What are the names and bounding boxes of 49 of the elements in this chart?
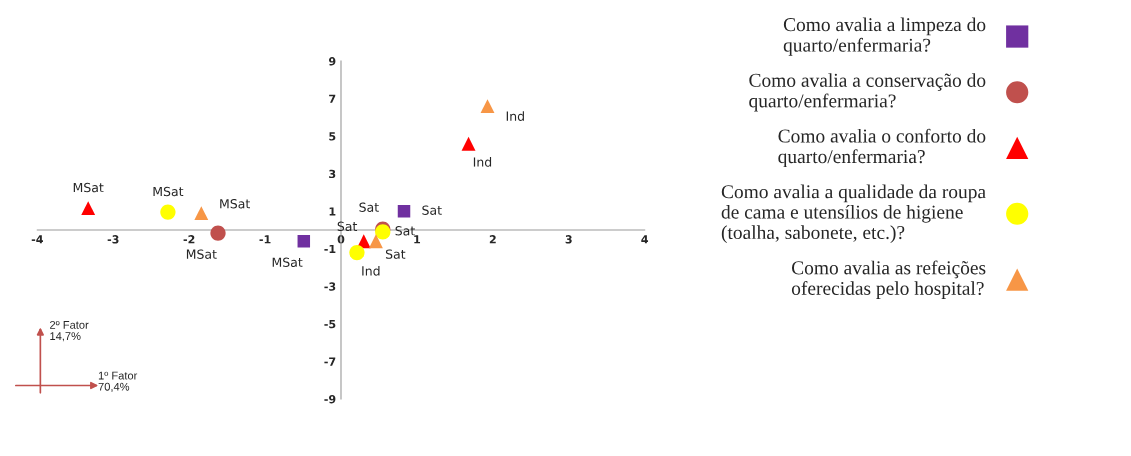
point (194, 206, 209, 221)
point (81, 201, 96, 216)
data-label: Sat (395, 226, 415, 236)
legend-label: Como avalia o conforto do quarto/enfermaria? (778, 128, 986, 168)
y-tick-label: -1 (324, 244, 336, 254)
legend-label: Como avalia a conservação do quarto/enfermaria? (749, 73, 986, 112)
point (397, 205, 411, 218)
y-tick-label: -5 (324, 320, 336, 329)
y-tick-label: 3 (329, 169, 336, 179)
y-tick-label: -3 (324, 282, 336, 291)
point (368, 234, 383, 249)
data-label: MSat (186, 249, 217, 259)
y-tick-label: 5 (329, 132, 336, 141)
legend-label: Como avalia as refeições oferecidas pelo hospital? (791, 260, 986, 299)
annotation: 2º Fator 14,7% (50, 320, 89, 342)
y-tick-label: 7 (329, 94, 336, 103)
x-tick-label: -2 (183, 235, 195, 244)
legend-label: Como avalia a limpeza do quarto/enfermaria? (783, 17, 986, 56)
x-tick-label: 4 (641, 235, 649, 244)
y-tick-label: 1 (329, 207, 336, 216)
y-tick-label: -9 (324, 394, 336, 404)
x-tick-label: -3 (107, 235, 119, 244)
data-label: Ind (362, 265, 380, 276)
data-label: Sat (359, 202, 379, 212)
point (210, 225, 226, 241)
x-tick-label: -4 (31, 235, 43, 244)
data-label: Sat (385, 249, 406, 259)
point (349, 244, 365, 261)
point (160, 204, 176, 220)
x-tick-label: 0 (337, 235, 345, 244)
x-tick-label: 3 (565, 235, 572, 244)
data-label: MSat (73, 182, 104, 193)
legend-label: Como avalia a qualidade da roupa de cama e utensílios de higiene (toalha, sabonete, etc.)? (721, 184, 986, 243)
x-tick-label: 1 (414, 235, 421, 244)
data-label: Ind (473, 157, 492, 167)
annotation: 1º Fator 70,4% (98, 371, 138, 392)
point (461, 136, 476, 151)
data-label: MSat (272, 257, 303, 267)
data-label: MSat (220, 199, 250, 209)
data-label: MSat (153, 186, 184, 197)
y-tick-label: 9 (328, 57, 336, 66)
y-tick-label: -7 (324, 357, 336, 366)
x-tick-label: 2 (489, 235, 496, 244)
x-tick-label: -1 (259, 235, 271, 244)
data-label: Sat (337, 221, 358, 232)
point (480, 99, 495, 114)
data-label: Sat (422, 205, 442, 215)
data-label: Ind (506, 111, 524, 121)
point (297, 234, 311, 248)
